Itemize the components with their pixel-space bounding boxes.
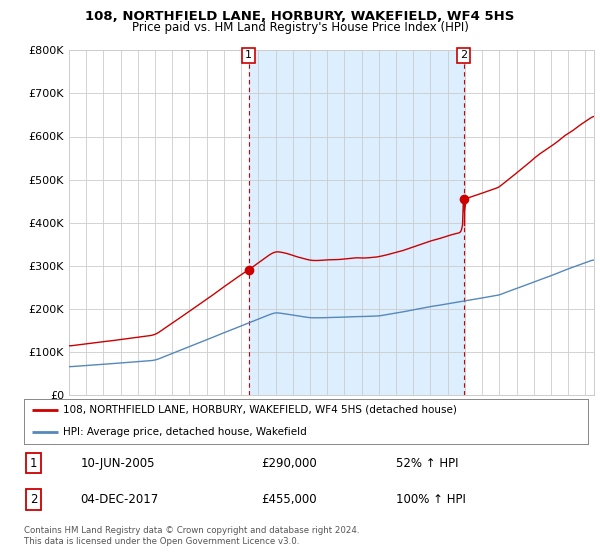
Text: 100% ↑ HPI: 100% ↑ HPI <box>396 493 466 506</box>
Bar <box>249 50 464 395</box>
Text: 04-DEC-2017: 04-DEC-2017 <box>80 493 158 506</box>
Text: 108, NORTHFIELD LANE, HORBURY, WAKEFIELD, WF4 5HS (detached house): 108, NORTHFIELD LANE, HORBURY, WAKEFIELD… <box>64 405 457 415</box>
Text: 2: 2 <box>460 50 467 60</box>
Text: £455,000: £455,000 <box>261 493 317 506</box>
Text: Contains HM Land Registry data © Crown copyright and database right 2024.
This d: Contains HM Land Registry data © Crown c… <box>24 526 359 546</box>
Text: 2: 2 <box>29 493 37 506</box>
Text: 108, NORTHFIELD LANE, HORBURY, WAKEFIELD, WF4 5HS: 108, NORTHFIELD LANE, HORBURY, WAKEFIELD… <box>85 10 515 23</box>
Text: 1: 1 <box>245 50 252 60</box>
Text: Price paid vs. HM Land Registry's House Price Index (HPI): Price paid vs. HM Land Registry's House … <box>131 21 469 34</box>
Text: 10-JUN-2005: 10-JUN-2005 <box>80 456 155 470</box>
Text: HPI: Average price, detached house, Wakefield: HPI: Average price, detached house, Wake… <box>64 427 307 437</box>
Text: £290,000: £290,000 <box>261 456 317 470</box>
Text: 52% ↑ HPI: 52% ↑ HPI <box>396 456 459 470</box>
Text: 1: 1 <box>29 456 37 470</box>
